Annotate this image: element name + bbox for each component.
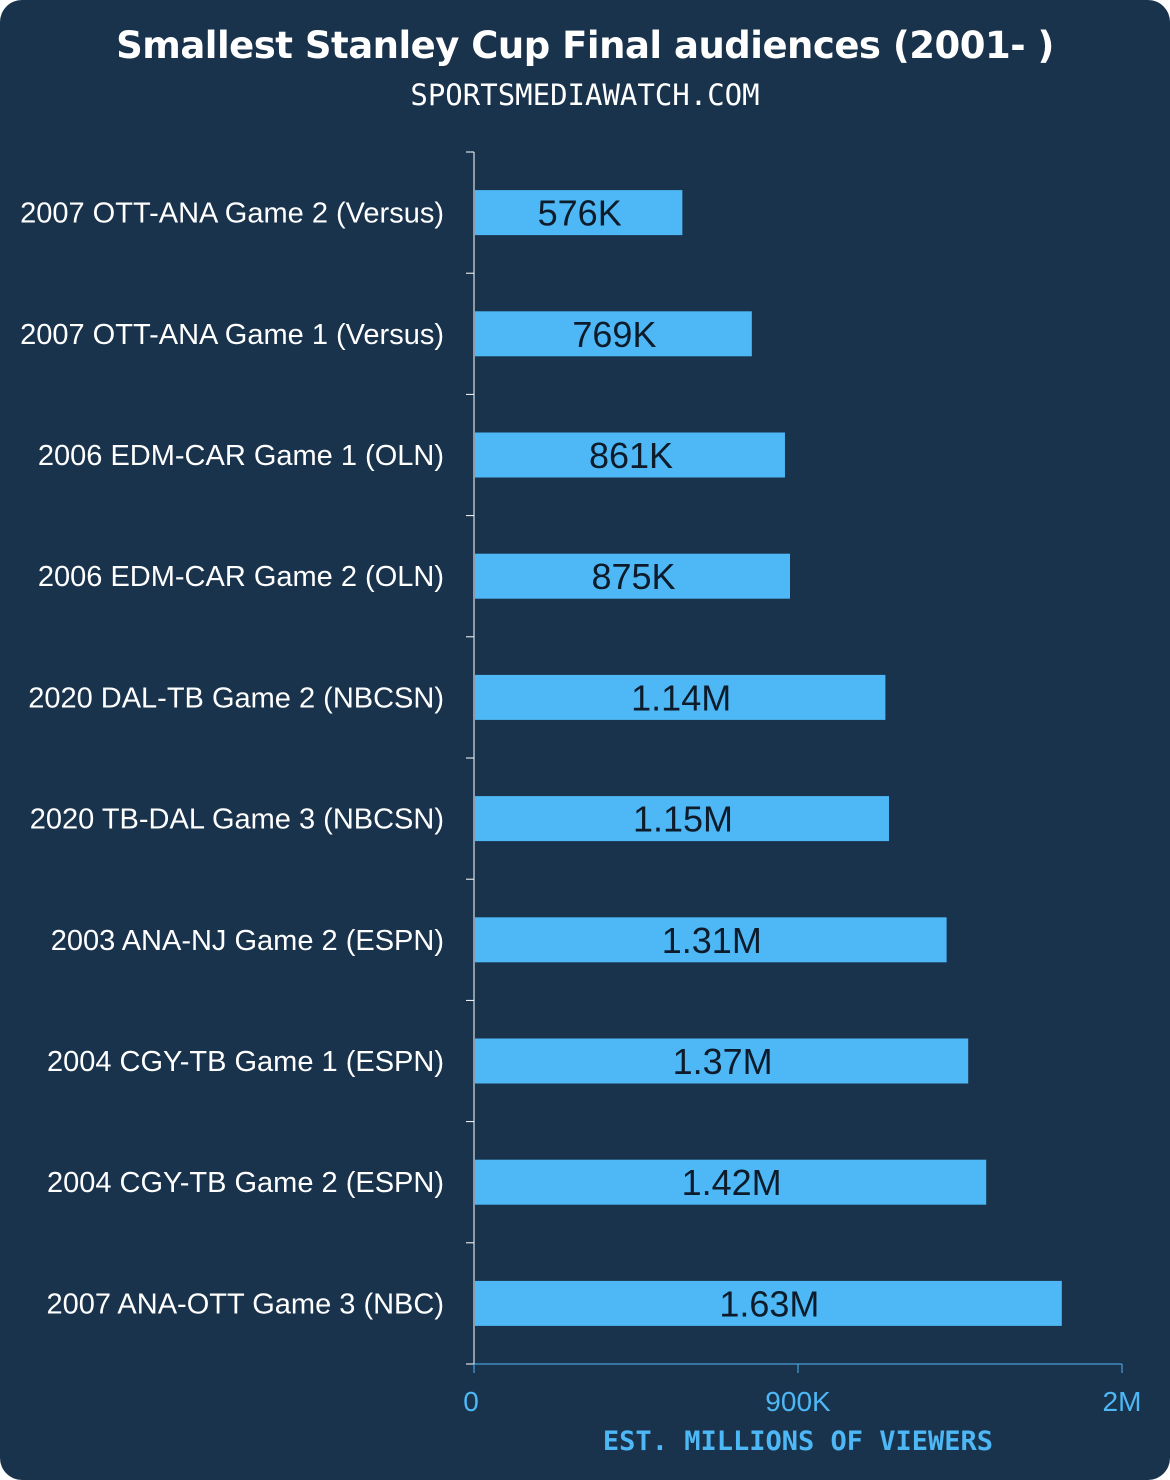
category-label: 2006 EDM-CAR Game 1 (OLN) xyxy=(38,440,444,472)
bar-value-label: 1.15M xyxy=(633,799,733,840)
x-axis-label: EST. MILLIONS OF VIEWERS xyxy=(602,1426,994,1457)
bar-value-label: 1.14M xyxy=(631,677,731,718)
chart-subtitle: SPORTSMEDIAWATCH.COM xyxy=(410,78,760,112)
bar-value-label: 861K xyxy=(589,435,673,476)
bar xyxy=(475,1038,969,1084)
category-label: 2004 CGY-TB Game 2 (ESPN) xyxy=(47,1167,444,1199)
category-label: 2020 DAL-TB Game 2 (NBCSN) xyxy=(28,682,444,714)
bar xyxy=(475,917,947,963)
category-label: 2007 ANA-OTT Game 3 (NBC) xyxy=(46,1288,444,1320)
bar-value-label: 1.42M xyxy=(682,1162,782,1203)
bar xyxy=(475,1159,987,1205)
category-label: 2006 EDM-CAR Game 2 (OLN) xyxy=(38,561,444,593)
category-label: 2004 CGY-TB Game 1 (ESPN) xyxy=(47,1046,444,1078)
bar xyxy=(475,796,889,842)
category-label: 2003 ANA-NJ Game 2 (ESPN) xyxy=(51,925,444,957)
bar xyxy=(475,190,683,236)
bar-value-label: 1.63M xyxy=(719,1283,819,1324)
bar xyxy=(475,311,752,357)
bar xyxy=(475,674,886,720)
bar-value-label: 576K xyxy=(538,193,622,234)
x-tick-label: 900K xyxy=(765,1386,831,1417)
category-label: 2007 OTT-ANA Game 1 (Versus) xyxy=(20,319,444,351)
bar-value-label: 1.31M xyxy=(662,920,762,961)
bar-value-label: 1.37M xyxy=(673,1041,773,1082)
bar-value-label: 875K xyxy=(591,556,675,597)
bar xyxy=(475,553,790,599)
bar xyxy=(475,1280,1062,1326)
x-tick-label: 0 xyxy=(463,1386,479,1417)
category-label: 2007 OTT-ANA Game 2 (Versus) xyxy=(20,198,444,230)
category-label: 2020 TB-DAL Game 3 (NBCSN) xyxy=(30,804,444,836)
x-tick-label: 2M xyxy=(1103,1386,1142,1417)
chart-title: Smallest Stanley Cup Final audiences (20… xyxy=(116,24,1054,67)
bar-value-label: 769K xyxy=(572,314,656,355)
bar xyxy=(475,432,785,478)
